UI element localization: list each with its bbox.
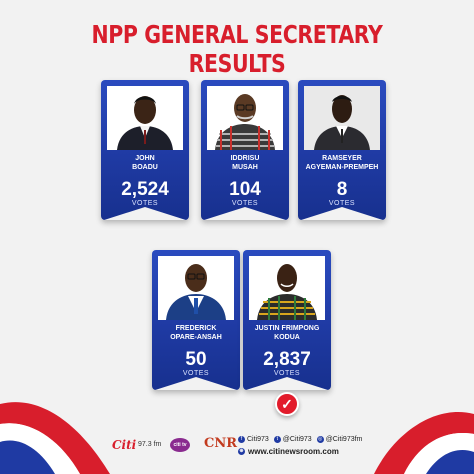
candidate-card-winner: JUSTIN FRIMPONG KODUA 2,837 VOTES <box>243 250 331 390</box>
facebook-handle[interactable]: f Citi973 <box>238 436 269 443</box>
candidate-photo <box>207 86 283 150</box>
vote-count: 2,524 <box>121 179 169 200</box>
instagram-icon: ◎ <box>316 436 324 443</box>
votes-label: VOTES <box>273 370 301 377</box>
votes-label: VOTES <box>328 200 356 207</box>
instagram-handle[interactable]: ◎ @Citi973fm <box>316 436 363 443</box>
broadcaster-logos: Citi 97.3 fm citi tv CNR <box>112 436 237 456</box>
citi-fm-logo: Citi <box>112 438 137 452</box>
page-title: NPP GENERAL SECRETARY RESULTS <box>91 20 383 78</box>
candidate-card: JOHN BOADU 2,524 VOTES <box>101 80 189 220</box>
twitter-icon: t <box>273 436 281 443</box>
candidate-photo <box>158 256 234 320</box>
votes-label: VOTES <box>231 200 259 207</box>
facebook-icon: f <box>238 436 245 443</box>
candidate-name: RAMSEYER AGYEMAN-PREMPEH <box>305 155 379 171</box>
candidate-photo <box>249 256 325 320</box>
candidate-card: RAMSEYER AGYEMAN-PREMPEH 8 VOTES <box>298 80 386 220</box>
twitter-handle[interactable]: t @Citi973 <box>273 436 312 443</box>
candidate-photo <box>304 86 380 150</box>
cnr-logo: CNR <box>204 436 238 451</box>
flag-ribbon-right <box>374 412 474 474</box>
vote-count: 50 <box>185 349 207 370</box>
globe-icon: ⊕ <box>238 448 245 455</box>
vote-count: 104 <box>229 179 261 200</box>
candidate-card: FREDERICK OPARE-ANSAH 50 VOTES <box>152 250 240 390</box>
candidate-name: IDDRISU MUSAH <box>230 155 260 171</box>
vote-count: 2,837 <box>263 349 311 370</box>
votes-label: VOTES <box>131 200 159 207</box>
candidate-name: JUSTIN FRIMPONG KODUA <box>254 325 320 341</box>
checkmark-icon: ✓ <box>275 392 299 416</box>
candidate-photo <box>107 86 183 150</box>
candidate-name: JOHN BOADU <box>132 155 158 171</box>
website-link[interactable]: ⊕ www.citinewsroom.com <box>238 447 339 456</box>
votes-label: VOTES <box>182 370 210 377</box>
social-handles: f Citi973 t @Citi973 ◎ @Citi973fm ⊕ www.… <box>238 436 388 456</box>
candidate-card: IDDRISU MUSAH 104 VOTES <box>201 80 289 220</box>
flag-ribbon-left <box>0 402 110 474</box>
citi-frequency: 97.3 fm <box>138 441 162 448</box>
vote-count: 8 <box>336 179 348 200</box>
citi-tv-logo: citi tv <box>170 438 190 452</box>
candidate-name: FREDERICK OPARE-ANSAH <box>170 325 222 341</box>
